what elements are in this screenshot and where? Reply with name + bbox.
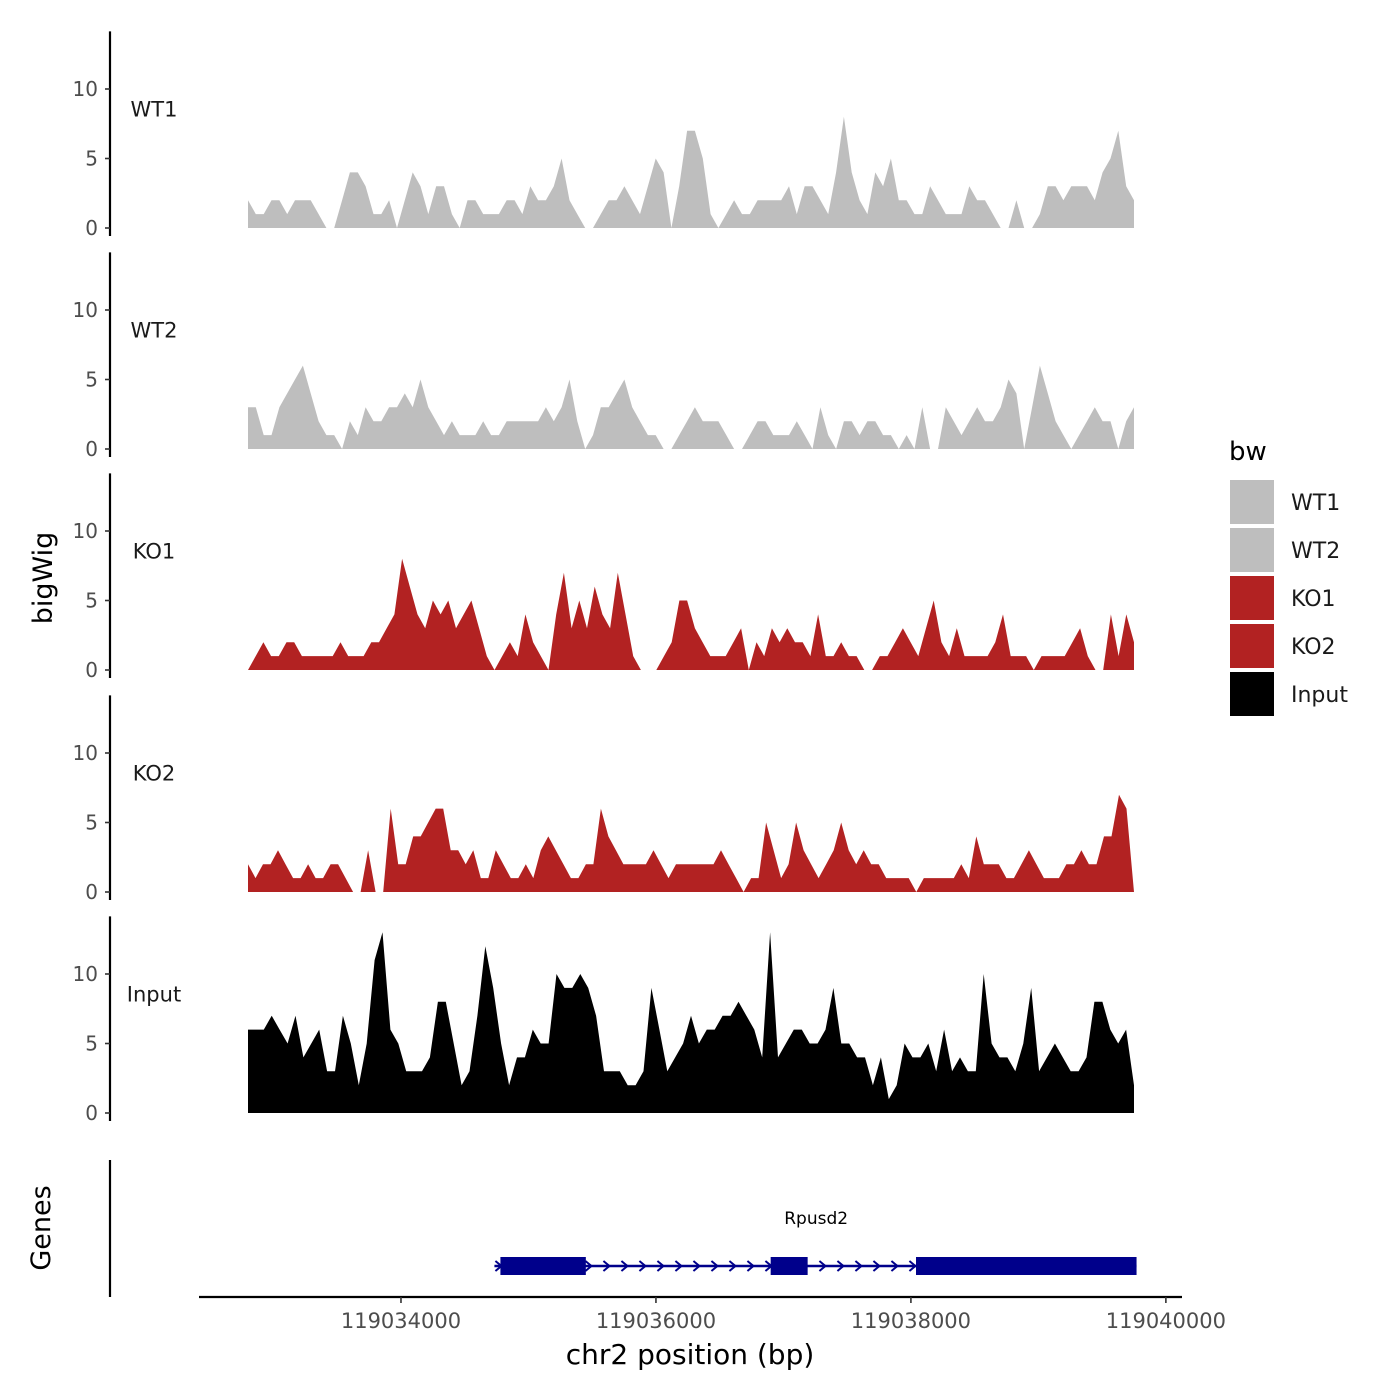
strand-arrow-icon xyxy=(674,1260,683,1272)
legend-label: WT1 xyxy=(1291,491,1340,516)
legend-item-ko1: KO1 xyxy=(1230,576,1336,620)
y-tick-label: 0 xyxy=(85,1101,98,1125)
gene-exon xyxy=(500,1257,586,1275)
strand-arrow-icon xyxy=(836,1260,845,1272)
legend-swatch xyxy=(1230,480,1274,524)
y-tick-label: 5 xyxy=(85,368,98,392)
legend-item-ko2: KO2 xyxy=(1230,624,1336,668)
strand-arrow-icon xyxy=(818,1260,827,1272)
y-tick-label: 5 xyxy=(85,147,98,171)
strand-arrow-icon xyxy=(692,1260,701,1272)
y-tick-label: 10 xyxy=(73,298,98,322)
x-tick-label: 119040000 xyxy=(1106,1309,1226,1333)
y-tick-label: 10 xyxy=(73,77,98,101)
strand-arrow-icon xyxy=(710,1260,719,1272)
y-tick-label: 0 xyxy=(85,658,98,682)
y-tick-label: 0 xyxy=(85,216,98,240)
legend-item-input: Input xyxy=(1230,672,1348,716)
coverage-area-ko2 xyxy=(248,794,1134,892)
strand-arrow-icon xyxy=(728,1260,737,1272)
track-panel-input: 0 5 10 Input xyxy=(73,916,1134,1125)
y-tick-label: 10 xyxy=(73,741,98,765)
legend-label: KO1 xyxy=(1291,587,1336,612)
legend-swatch xyxy=(1230,576,1274,620)
track-label-input: Input xyxy=(127,982,181,1006)
strand-arrow-icon xyxy=(746,1260,755,1272)
track-label-ko2: KO2 xyxy=(133,761,176,785)
track-panel-wt2: 0 5 10 WT2 xyxy=(73,252,1134,461)
gene-exon xyxy=(770,1257,808,1275)
strand-arrow-icon xyxy=(908,1260,917,1272)
strand-arrow-icon xyxy=(620,1260,629,1272)
legend-label: Input xyxy=(1291,683,1348,708)
legend-swatch xyxy=(1230,672,1274,716)
legend-label: WT2 xyxy=(1291,539,1340,564)
strand-arrow-icon xyxy=(656,1260,665,1272)
y-tick-label: 10 xyxy=(73,962,98,986)
y-tick-label: 5 xyxy=(85,1032,98,1056)
gene-exon xyxy=(916,1257,1137,1275)
track-label-ko1: KO1 xyxy=(133,539,176,563)
legend-swatch xyxy=(1230,528,1274,572)
legend-label: KO2 xyxy=(1291,635,1336,660)
y-tick-label: 5 xyxy=(85,811,98,835)
legend: bw WT1 WT2 KO1 KO2 Input xyxy=(1229,437,1348,716)
x-tick-label: 119036000 xyxy=(596,1309,716,1333)
strand-arrow-icon xyxy=(584,1260,593,1272)
legend-item-wt2: WT2 xyxy=(1230,528,1340,572)
track-panel-ko2: 0 5 10 KO2 xyxy=(73,695,1134,904)
strand-arrow-icon xyxy=(872,1260,881,1272)
genes-panel: Genes Rpusd2 xyxy=(26,1160,1137,1297)
strand-arrow-icon xyxy=(890,1260,899,1272)
gene-model-rpusd2: Rpusd2 xyxy=(494,1209,1137,1275)
coverage-area-wt1 xyxy=(248,116,1134,228)
y-tick-label: 0 xyxy=(85,437,98,461)
y-tick-label: 0 xyxy=(85,880,98,904)
track-panel-ko1: 0 5 10 KO1 xyxy=(73,473,1134,682)
y-axis-title: bigWig xyxy=(28,532,59,625)
gene-label: Rpusd2 xyxy=(784,1209,848,1229)
coverage-area-wt2 xyxy=(248,365,1134,449)
strand-arrow-icon xyxy=(638,1260,647,1272)
strand-arrow-icon xyxy=(602,1260,611,1272)
legend-item-wt1: WT1 xyxy=(1230,480,1340,524)
y-tick-label: 10 xyxy=(73,519,98,543)
y-tick-label: 5 xyxy=(85,589,98,613)
x-tick-label: 119038000 xyxy=(851,1309,971,1333)
x-tick-label: 119034000 xyxy=(341,1309,461,1333)
coverage-area-input xyxy=(248,932,1134,1113)
legend-title: bw xyxy=(1229,437,1267,467)
legend-swatch xyxy=(1230,624,1274,668)
track-panel-wt1: 0 5 10 WT1 xyxy=(73,31,1134,240)
strand-arrow-icon xyxy=(854,1260,863,1272)
x-axis-title: chr2 position (bp) xyxy=(566,1338,815,1371)
track-label-wt2: WT2 xyxy=(131,318,178,342)
genes-axis-title: Genes xyxy=(26,1185,57,1270)
coverage-area-ko1 xyxy=(248,558,1134,670)
track-label-wt1: WT1 xyxy=(131,97,178,121)
x-axis: 119034000 119036000 119038000 119040000 chr2… xyxy=(199,1295,1226,1371)
